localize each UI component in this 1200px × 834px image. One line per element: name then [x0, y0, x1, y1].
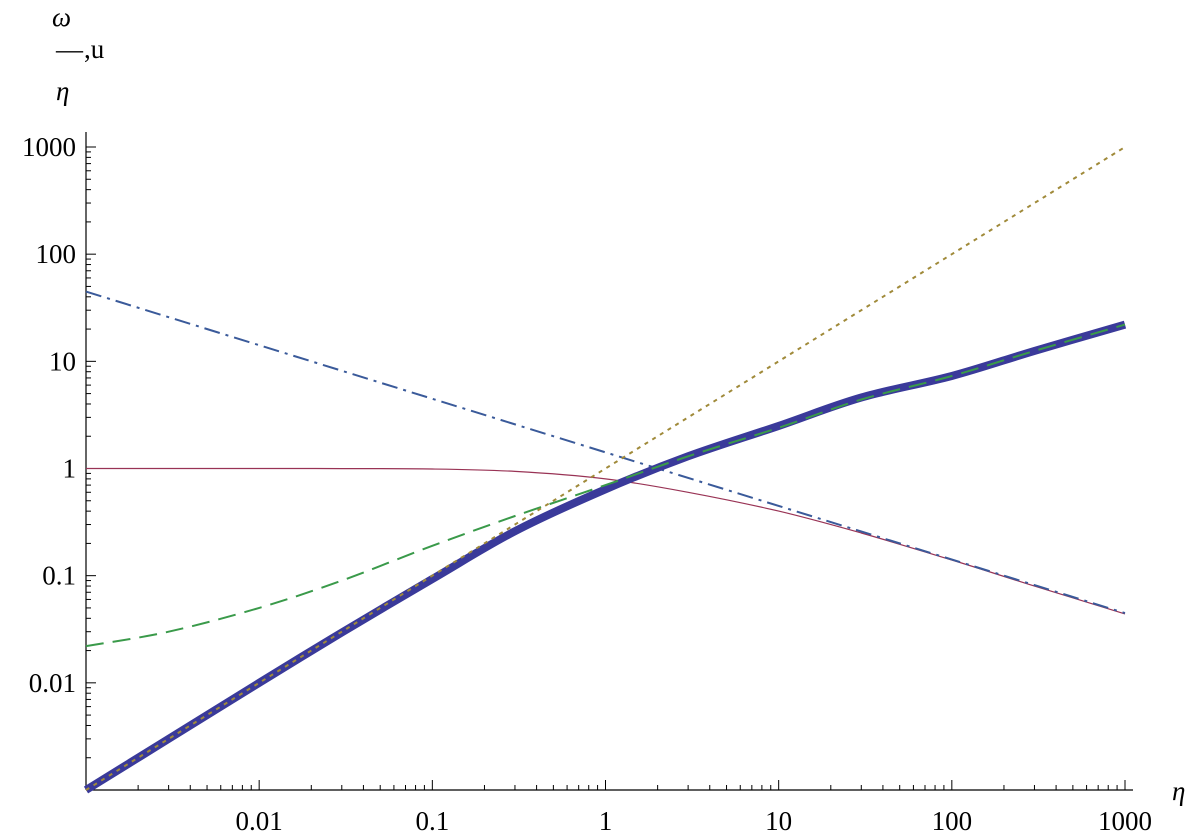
series-line-dashed: [85, 323, 1126, 648]
series-line-thick-solid: [83, 320, 1127, 794]
y-axis-label: ω — ,u η: [52, 2, 105, 106]
y-axis-label-suffix: ,u: [84, 34, 105, 64]
x-tick-label: 0.01: [236, 806, 283, 834]
x-tick-label: 1: [599, 806, 613, 834]
x-tick-label: 0.1: [415, 806, 449, 834]
y-tick-label: 0.01: [29, 668, 76, 698]
y-axis-label-bar: —: [55, 34, 84, 64]
y-tick-label: 1: [63, 454, 77, 484]
x-tick-label: 100: [932, 806, 973, 834]
series-layer: [83, 146, 1127, 794]
x-tick-label: 10: [765, 806, 792, 834]
x-axis-label: η: [1172, 776, 1185, 806]
series-line-dotted: [85, 146, 1126, 791]
y-tick-label: 10: [49, 346, 76, 376]
y-axis-label-denominator: η: [56, 76, 69, 106]
y-axis-label-numerator: ω: [52, 2, 71, 32]
series-line-dash-dot: [85, 290, 1126, 615]
x-tick-label: 1000: [1098, 806, 1152, 834]
y-tick-label: 100: [36, 239, 77, 269]
y-tick-label: 1000: [22, 132, 76, 162]
tick-labels: 0.01 0.1 1 10 100 1000 0.01 0.1 1 10 100 1000: [22, 132, 1152, 834]
axes: [85, 132, 1133, 791]
y-tick-label: 0.1: [42, 561, 76, 591]
